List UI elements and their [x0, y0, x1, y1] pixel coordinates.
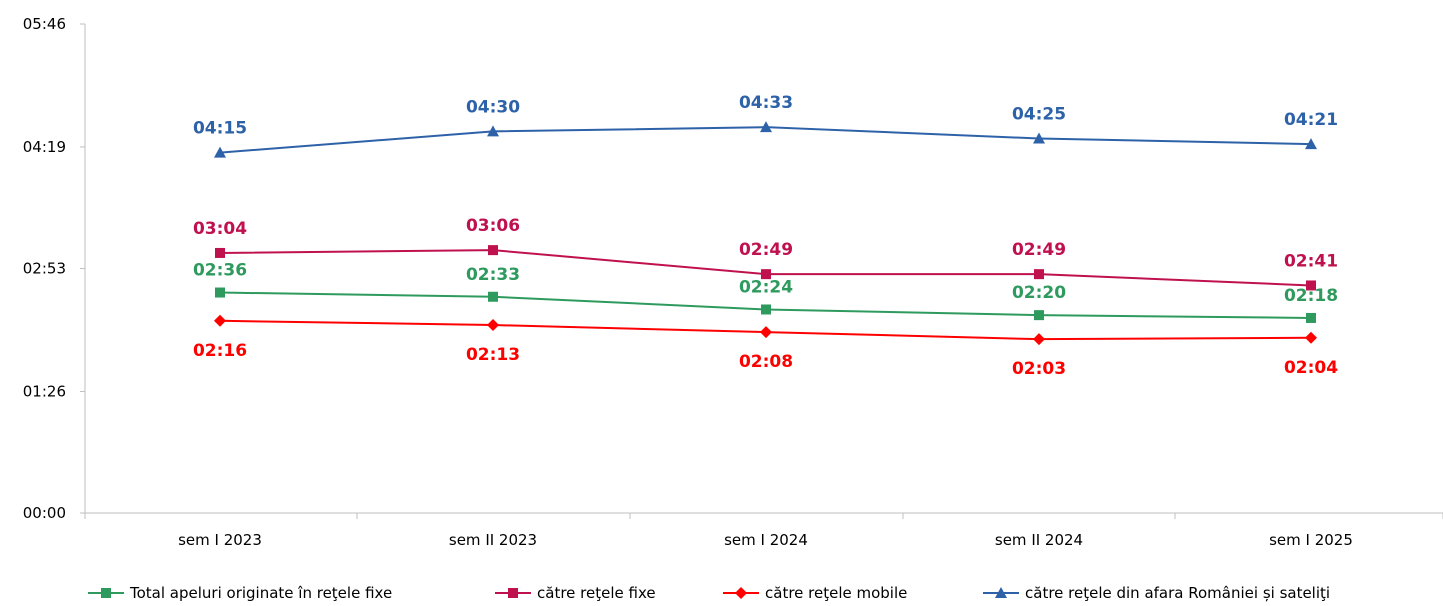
- data-point: [1034, 269, 1044, 280]
- legend-item-1: Total apeluri originate în reţele fixe: [88, 584, 392, 602]
- data-point: [1033, 333, 1045, 346]
- data-label: 04:25: [1012, 104, 1066, 124]
- data-point: [1305, 331, 1317, 344]
- data-label: 02:03: [1012, 359, 1066, 379]
- x-tick-label: sem I 2023: [178, 531, 262, 549]
- data-point: [488, 291, 498, 302]
- y-tick-label: 00:00: [23, 504, 66, 522]
- data-point: [761, 269, 771, 280]
- data-point: [215, 247, 225, 258]
- y-tick-label: 01:26: [23, 382, 66, 400]
- legend-label: Total apeluri originate în reţele fixe: [129, 584, 392, 602]
- data-label: 02:13: [466, 345, 520, 365]
- data-point: [1033, 132, 1045, 144]
- data-point: [761, 304, 771, 315]
- legend-item-4: către reţele din afara României și satel…: [983, 584, 1330, 602]
- axes-layer: 00:00 01:26 02:53 04:19 05:46 sem I 2023 sem I…: [23, 15, 1443, 549]
- series-layer: 02:36 02:33 02:24 02:20 02:18 03:04 03:06 02:49…: [193, 93, 1338, 379]
- data-point: [1305, 138, 1317, 150]
- data-label: 02:08: [739, 352, 793, 372]
- data-point: [488, 245, 498, 256]
- x-tick-label: sem II 2023: [449, 531, 537, 549]
- data-label: 02:16: [193, 341, 247, 361]
- legend-marker: [995, 587, 1007, 598]
- series-1: 02:36 02:33 02:24 02:20 02:18: [193, 261, 1338, 323]
- legend-marker: [508, 588, 518, 598]
- data-label: 02:18: [1284, 286, 1338, 306]
- data-point: [487, 125, 499, 137]
- data-label: 02:49: [739, 240, 793, 260]
- data-point: [1306, 280, 1316, 291]
- y-tick-label: 04:19: [23, 138, 66, 156]
- series-4: 04:15 04:30 04:33 04:25 04:21: [193, 93, 1338, 158]
- data-label: 02:33: [466, 265, 520, 285]
- x-tick-label: sem I 2025: [1269, 531, 1353, 549]
- data-label: 02:36: [193, 261, 247, 281]
- legend-label: către reţele fixe: [537, 584, 656, 602]
- data-label: 02:24: [739, 277, 793, 297]
- y-tick-label: 02:53: [23, 260, 66, 278]
- legend-marker: [101, 588, 111, 598]
- y-tick-label: 05:46: [23, 15, 66, 33]
- legend-item-3: către reţele mobile: [723, 584, 907, 602]
- data-label: 04:21: [1284, 110, 1338, 130]
- data-label: 04:15: [193, 119, 247, 139]
- data-point: [760, 121, 772, 133]
- data-point: [1306, 312, 1316, 323]
- data-point: [487, 319, 499, 332]
- series-3: 02:16 02:13 02:08 02:03 02:04: [193, 314, 1338, 379]
- legend-label: către reţele mobile: [765, 584, 907, 602]
- data-label: 03:06: [466, 216, 520, 236]
- data-point: [1034, 310, 1044, 321]
- data-point: [760, 326, 772, 339]
- data-point: [214, 146, 226, 158]
- data-label: 02:20: [1012, 283, 1066, 303]
- data-point: [215, 287, 225, 298]
- data-label: 03:04: [193, 219, 247, 239]
- data-label: 04:33: [739, 93, 793, 113]
- x-tick-label: sem I 2024: [724, 531, 808, 549]
- data-label: 02:04: [1284, 358, 1338, 378]
- legend-label: către reţele din afara României și satel…: [1025, 584, 1330, 602]
- data-label: 02:49: [1012, 240, 1066, 260]
- legend-marker: [735, 587, 747, 599]
- legend: Total apeluri originate în reţele fixe că…: [88, 584, 1330, 602]
- x-tick-label: sem II 2024: [995, 531, 1083, 549]
- data-point: [214, 314, 226, 327]
- data-label: 02:41: [1284, 251, 1338, 271]
- legend-item-2: către reţele fixe: [495, 584, 656, 602]
- series-2: 03:04 03:06 02:49 02:49 02:41: [193, 216, 1338, 291]
- data-label: 04:30: [466, 97, 520, 117]
